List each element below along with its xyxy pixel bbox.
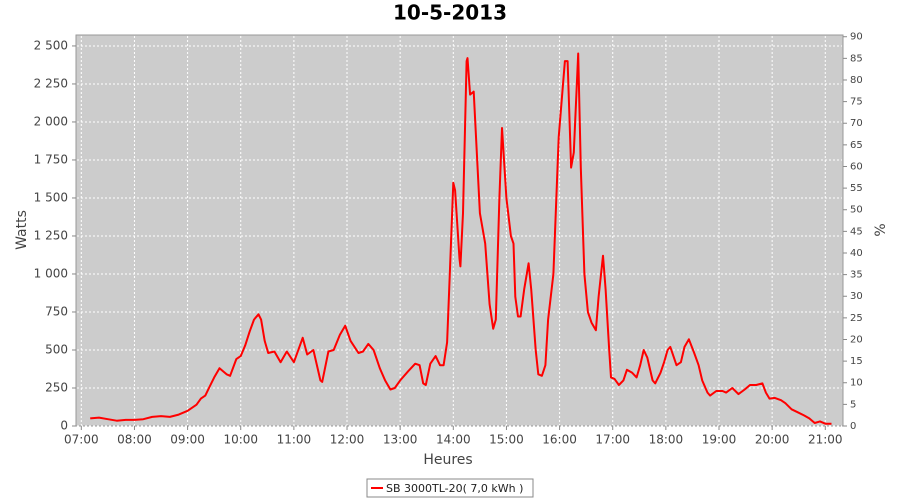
y2-tick-label: 60 [850, 161, 863, 172]
chart-title: 10-5-2013 [393, 1, 507, 25]
x-tick-label: 21:00 [808, 433, 843, 447]
y2-tick-label: 55 [850, 183, 863, 194]
y2-tick-label: 50 [850, 205, 863, 216]
y2-tick-label: 45 [850, 226, 863, 237]
y-tick-label: 1 000 [34, 266, 68, 280]
y2-tick-label: 85 [850, 53, 863, 64]
legend: SB 3000TL-20( 7,0 kWh ) [366, 478, 534, 498]
y2-tick-label: 40 [850, 248, 863, 259]
x-tick-label: 20:00 [755, 433, 790, 447]
y-tick-label: 250 [45, 380, 68, 394]
x-axis-label: Heures [423, 452, 472, 468]
y-tick-label: 2 250 [34, 76, 68, 90]
x-tick-label: 13:00 [383, 433, 418, 447]
grid [77, 36, 842, 427]
y-tick-label: 0 [60, 419, 68, 433]
line [90, 52, 832, 425]
plot-area [75, 34, 844, 427]
y-tick-label: 1 250 [34, 228, 68, 242]
y-tick-label: 750 [45, 304, 68, 318]
x-tick-label: 10:00 [223, 433, 258, 447]
x-tick-label: 18:00 [649, 433, 684, 447]
y2-tick-label: 5 [850, 399, 856, 410]
y2-tick-label: 70 [850, 118, 863, 129]
x-tick-label: 07:00 [64, 433, 99, 447]
y2-tick-label: 10 [850, 378, 863, 389]
y2-tick-label: 80 [850, 75, 863, 86]
x-tick-label: 09:00 [170, 433, 205, 447]
y-tick-label: 2 500 [34, 38, 68, 52]
x-tick-label: 17:00 [595, 433, 630, 447]
legend-label: SB 3000TL-20( 7,0 kWh ) [386, 482, 523, 495]
y2-tick-label: 20 [850, 334, 863, 345]
y2-tick-label: 90 [850, 32, 863, 43]
y-tick-label: 1 500 [34, 190, 68, 204]
y-tick-label: 1 750 [34, 152, 68, 166]
x-tick-label: 11:00 [277, 433, 312, 447]
legend-box [366, 478, 534, 498]
x-tick-label: 08:00 [117, 433, 152, 447]
y2-tick-label: 65 [850, 140, 863, 151]
y2-tick-label: 15 [850, 356, 863, 367]
x-tick-label: 19:00 [702, 433, 737, 447]
x-tick-label: 15:00 [489, 433, 524, 447]
x-tick-label: 12:00 [330, 433, 365, 447]
y2-tick-label: 0 [850, 421, 856, 432]
y-tick-label: 500 [45, 342, 68, 356]
y2-tick-label: 35 [850, 270, 863, 281]
y2-tick-label: 75 [850, 97, 863, 108]
x-tick-label: 16:00 [542, 433, 577, 447]
y2-tick-label: 30 [850, 291, 863, 302]
y-tick-label: 2 000 [34, 114, 68, 128]
y2-tick-label: 25 [850, 313, 863, 324]
y-axis-label: Watts [14, 210, 30, 250]
x-tick-label: 14:00 [436, 433, 471, 447]
y2-axis-label: % [873, 223, 889, 236]
